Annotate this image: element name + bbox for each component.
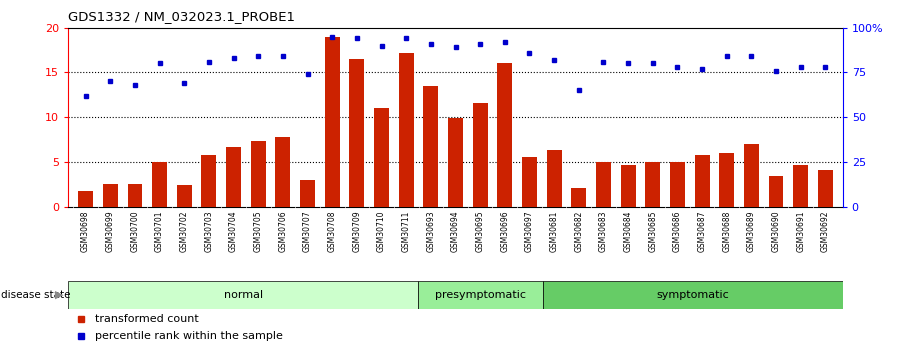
Bar: [251, 141, 266, 207]
Text: GSM30685: GSM30685: [649, 211, 658, 252]
Bar: [497, 63, 512, 207]
Bar: [78, 191, 93, 207]
Text: GSM30707: GSM30707: [303, 211, 312, 252]
Text: transformed count: transformed count: [95, 314, 199, 324]
Text: symptomatic: symptomatic: [657, 290, 729, 300]
Bar: [620, 165, 636, 207]
Bar: [793, 165, 808, 207]
Bar: [418, 281, 543, 309]
Bar: [325, 37, 340, 207]
Text: GSM30693: GSM30693: [426, 211, 435, 252]
Text: GSM30710: GSM30710: [377, 211, 386, 252]
Bar: [744, 144, 759, 207]
Text: normal: normal: [223, 290, 262, 300]
Text: GSM30708: GSM30708: [328, 211, 337, 252]
Bar: [128, 184, 142, 207]
Bar: [226, 147, 241, 207]
Text: GSM30697: GSM30697: [525, 211, 534, 252]
Text: GSM30687: GSM30687: [698, 211, 707, 252]
Text: GSM30696: GSM30696: [500, 211, 509, 252]
Bar: [152, 162, 167, 207]
Text: GSM30690: GSM30690: [772, 211, 781, 252]
Text: GSM30698: GSM30698: [81, 211, 90, 252]
Bar: [645, 162, 660, 207]
Text: disease state: disease state: [1, 290, 70, 300]
Text: GSM30686: GSM30686: [673, 211, 682, 252]
Text: GSM30689: GSM30689: [747, 211, 756, 252]
Text: GDS1332 / NM_032023.1_PROBE1: GDS1332 / NM_032023.1_PROBE1: [68, 10, 295, 23]
Text: ▶: ▶: [56, 290, 64, 300]
Text: GSM30704: GSM30704: [229, 211, 238, 252]
Bar: [720, 153, 734, 207]
Text: GSM30700: GSM30700: [130, 211, 139, 252]
Bar: [201, 155, 216, 207]
Bar: [818, 170, 833, 207]
Text: GSM30681: GSM30681: [549, 211, 558, 252]
Text: GSM30702: GSM30702: [179, 211, 189, 252]
Bar: [424, 86, 438, 207]
Text: GSM30709: GSM30709: [353, 211, 362, 252]
Text: GSM30692: GSM30692: [821, 211, 830, 252]
Text: GSM30699: GSM30699: [106, 211, 115, 252]
Text: GSM30705: GSM30705: [253, 211, 262, 252]
Text: GSM30682: GSM30682: [574, 211, 583, 252]
Bar: [350, 59, 364, 207]
Text: presymptomatic: presymptomatic: [435, 290, 526, 300]
Text: GSM30694: GSM30694: [451, 211, 460, 252]
Text: percentile rank within the sample: percentile rank within the sample: [95, 331, 282, 341]
Bar: [547, 150, 561, 207]
Bar: [596, 162, 611, 207]
Bar: [571, 188, 586, 207]
Text: GSM30711: GSM30711: [402, 211, 411, 252]
Bar: [374, 108, 389, 207]
Bar: [695, 155, 710, 207]
Bar: [399, 53, 414, 207]
Bar: [543, 281, 843, 309]
Text: GSM30695: GSM30695: [476, 211, 485, 252]
Text: GSM30688: GSM30688: [722, 211, 732, 252]
Bar: [473, 103, 487, 207]
Text: GSM30684: GSM30684: [624, 211, 632, 252]
Text: GSM30683: GSM30683: [599, 211, 608, 252]
Bar: [275, 137, 291, 207]
Bar: [448, 118, 463, 207]
Bar: [103, 184, 118, 207]
Bar: [300, 180, 315, 207]
Bar: [522, 157, 537, 207]
Text: GSM30691: GSM30691: [796, 211, 805, 252]
Text: GSM30706: GSM30706: [279, 211, 287, 252]
Text: GSM30701: GSM30701: [155, 211, 164, 252]
Bar: [769, 176, 783, 207]
Bar: [68, 281, 418, 309]
Text: GSM30703: GSM30703: [204, 211, 213, 252]
Bar: [177, 186, 191, 207]
Bar: [670, 162, 685, 207]
